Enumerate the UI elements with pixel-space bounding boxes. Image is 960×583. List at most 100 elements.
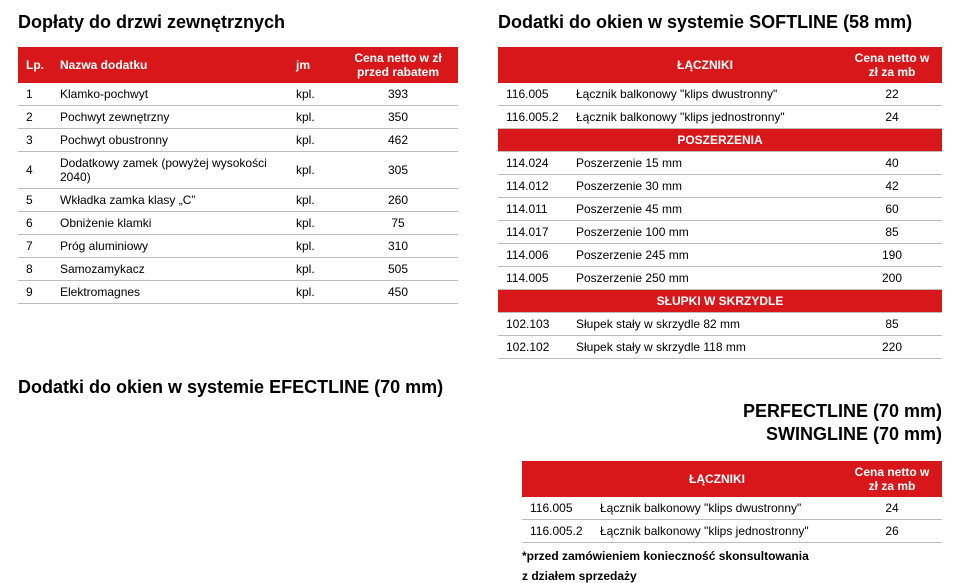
left-table: Lp. Nazwa dodatku jm Cena netto w zł prz… xyxy=(18,47,458,304)
sub-header: POSZERZENIA xyxy=(498,129,942,152)
table-row: 6 Obniżenie klamki kpl. 75 xyxy=(18,212,458,235)
table-row: 8 Samozamykacz kpl. 505 xyxy=(18,258,458,281)
hdr-lacz: ŁĄCZNIKI xyxy=(568,47,842,83)
table-row: 9 Elektromagnes kpl. 450 xyxy=(18,281,458,304)
cell-name: Łącznik balkonowy "klips jednostronny" xyxy=(592,519,842,542)
cell-val: 26 xyxy=(842,519,942,542)
cell-price: 310 xyxy=(338,235,458,258)
cell-jm: kpl. xyxy=(288,281,338,304)
cell-jm: kpl. xyxy=(288,189,338,212)
cell-val: 40 xyxy=(842,152,942,175)
bottom-table: ŁĄCZNIKI Cena netto w zł za mb 116.005 Ł… xyxy=(522,461,942,543)
cell-code: 114.011 xyxy=(498,198,568,221)
cell-code: 114.005 xyxy=(498,267,568,290)
cell-name: Wkładka zamka klasy „C” xyxy=(52,189,288,212)
cell-idx: 5 xyxy=(18,189,52,212)
cell-idx: 4 xyxy=(18,152,52,189)
cell-idx: 3 xyxy=(18,129,52,152)
hdr-price: Cena netto w zł przed rabatem xyxy=(338,47,458,83)
cell-jm: kpl. xyxy=(288,235,338,258)
table-row: 114.024 Poszerzenie 15 mm 40 xyxy=(498,152,942,175)
cell-code: 114.024 xyxy=(498,152,568,175)
cell-name: Samozamykacz xyxy=(52,258,288,281)
left-title: Dopłaty do drzwi zewnętrznych xyxy=(18,12,458,33)
hdr-empty xyxy=(498,47,568,83)
table-row: 7 Próg aluminiowy kpl. 310 xyxy=(18,235,458,258)
cell-name: Łącznik balkonowy "klips dwustronny" xyxy=(592,497,842,520)
cell-name: Próg aluminiowy xyxy=(52,235,288,258)
cell-name: Poszerzenie 45 mm xyxy=(568,198,842,221)
table-row: 114.017 Poszerzenie 100 mm 85 xyxy=(498,221,942,244)
cell-name: Poszerzenie 100 mm xyxy=(568,221,842,244)
cell-price: 450 xyxy=(338,281,458,304)
cell-name: Klamko-pochwyt xyxy=(52,83,288,106)
cell-name: Dodatkowy zamek (powyżej wysokości 2040) xyxy=(52,152,288,189)
note-line2: z działem sprzedaży xyxy=(522,569,942,583)
cell-name: Pochwyt obustronny xyxy=(52,129,288,152)
table-row: 114.006 Poszerzenie 245 mm 190 xyxy=(498,244,942,267)
bottom-title: Dodatki do okien w systemie EFECTLINE (7… xyxy=(18,377,942,398)
cell-name: Pochwyt zewnętrzny xyxy=(52,106,288,129)
table-row: 1 Klamko-pochwyt kpl. 393 xyxy=(18,83,458,106)
cell-code: 116.005 xyxy=(522,497,592,520)
cell-jm: kpl. xyxy=(288,106,338,129)
cell-price: 75 xyxy=(338,212,458,235)
table-row: 116.005.2 Łącznik balkonowy "klips jedno… xyxy=(498,106,942,129)
cell-name: Elektromagnes xyxy=(52,281,288,304)
bottom-sub1: PERFECTLINE (70 mm) xyxy=(18,400,942,423)
hdr-lacz2: ŁĄCZNIKI xyxy=(592,461,842,497)
table-row: 116.005 Łącznik balkonowy "klips dwustro… xyxy=(498,83,942,106)
sub-header: SŁUPKI W SKRZYDLE xyxy=(498,290,942,313)
hdr-price: Cena netto w zł za mb xyxy=(842,47,942,83)
cell-name: Łącznik balkonowy "klips dwustronny" xyxy=(568,83,842,106)
hdr-jm: jm xyxy=(288,47,338,83)
cell-name: Obniżenie klamki xyxy=(52,212,288,235)
bottom-sub2: SWINGLINE (70 mm) xyxy=(18,423,942,446)
cell-idx: 9 xyxy=(18,281,52,304)
cell-name: Łącznik balkonowy "klips jednostronny" xyxy=(568,106,842,129)
sub-header-cell: POSZERZENIA xyxy=(498,129,942,152)
table-row: 3 Pochwyt obustronny kpl. 462 xyxy=(18,129,458,152)
cell-code: 114.006 xyxy=(498,244,568,267)
cell-code: 116.005.2 xyxy=(498,106,568,129)
hdr-lp: Lp. xyxy=(18,47,52,83)
table-row: 114.011 Poszerzenie 45 mm 60 xyxy=(498,198,942,221)
cell-code: 114.017 xyxy=(498,221,568,244)
cell-code: 116.005.2 xyxy=(522,519,592,542)
table-row: 102.102 Słupek stały w skrzydle 118 mm 2… xyxy=(498,336,942,359)
note-line1: *przed zamówieniem konieczność skonsulto… xyxy=(522,549,942,563)
right-title: Dodatki do okien w systemie SOFTLINE (58… xyxy=(498,12,942,33)
cell-idx: 6 xyxy=(18,212,52,235)
table-row: 2 Pochwyt zewnętrzny kpl. 350 xyxy=(18,106,458,129)
cell-idx: 8 xyxy=(18,258,52,281)
cell-val: 190 xyxy=(842,244,942,267)
cell-val: 42 xyxy=(842,175,942,198)
cell-idx: 7 xyxy=(18,235,52,258)
cell-val: 200 xyxy=(842,267,942,290)
hdr-empty2 xyxy=(522,461,592,497)
cell-name: Poszerzenie 250 mm xyxy=(568,267,842,290)
cell-name: Słupek stały w skrzydle 82 mm xyxy=(568,313,842,336)
cell-price: 505 xyxy=(338,258,458,281)
cell-jm: kpl. xyxy=(288,212,338,235)
cell-jm: kpl. xyxy=(288,83,338,106)
cell-code: 114.012 xyxy=(498,175,568,198)
cell-idx: 1 xyxy=(18,83,52,106)
cell-price: 350 xyxy=(338,106,458,129)
cell-name: Poszerzenie 245 mm xyxy=(568,244,842,267)
cell-code: 102.102 xyxy=(498,336,568,359)
cell-jm: kpl. xyxy=(288,152,338,189)
cell-val: 22 xyxy=(842,83,942,106)
cell-val: 60 xyxy=(842,198,942,221)
cell-price: 393 xyxy=(338,83,458,106)
cell-price: 305 xyxy=(338,152,458,189)
cell-val: 24 xyxy=(842,106,942,129)
cell-price: 260 xyxy=(338,189,458,212)
sub-header-cell: SŁUPKI W SKRZYDLE xyxy=(498,290,942,313)
cell-val: 220 xyxy=(842,336,942,359)
table-row: 116.005.2 Łącznik balkonowy "klips jedno… xyxy=(522,519,942,542)
cell-val: 85 xyxy=(842,221,942,244)
cell-name: Poszerzenie 30 mm xyxy=(568,175,842,198)
table-row: 114.012 Poszerzenie 30 mm 42 xyxy=(498,175,942,198)
cell-price: 462 xyxy=(338,129,458,152)
